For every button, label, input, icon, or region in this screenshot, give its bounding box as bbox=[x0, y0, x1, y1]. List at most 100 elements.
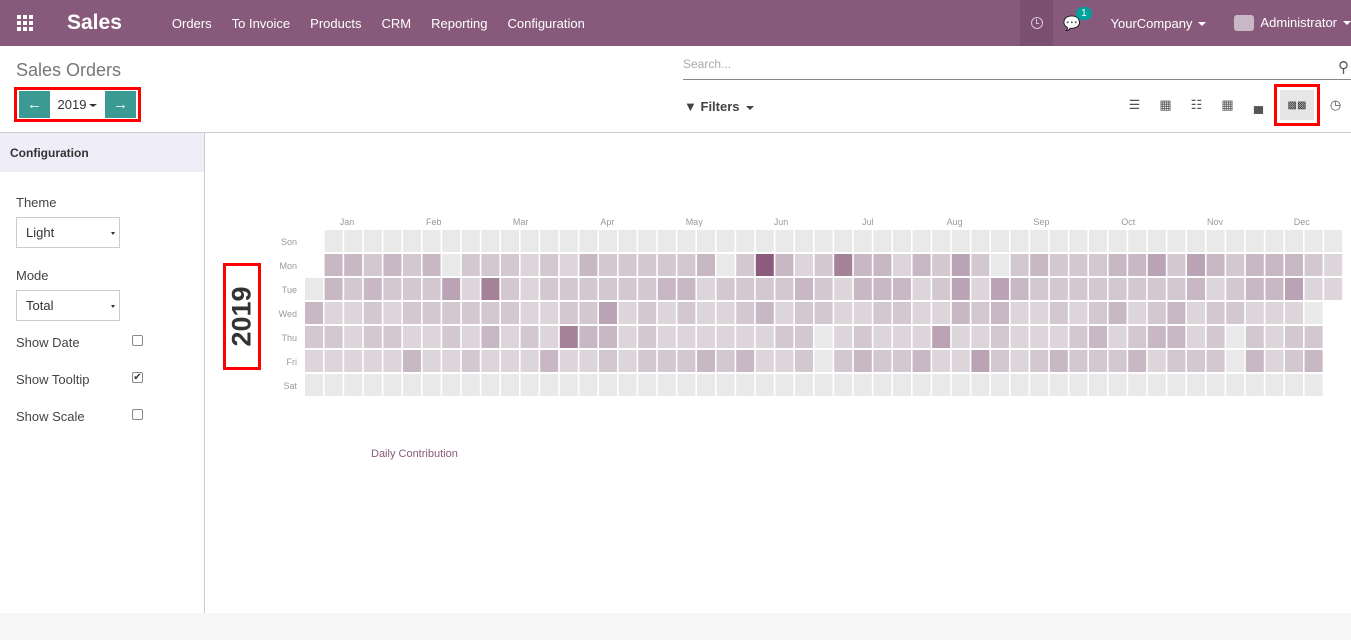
heatmap-day-cell[interactable] bbox=[1010, 374, 1029, 396]
heatmap-day-cell[interactable] bbox=[853, 254, 872, 276]
heatmap-day-cell[interactable] bbox=[932, 350, 951, 372]
heatmap-day-cell[interactable] bbox=[1069, 302, 1088, 324]
heatmap-day-cell[interactable] bbox=[1226, 302, 1245, 324]
heatmap-day-cell[interactable] bbox=[383, 230, 402, 252]
heatmap-day-cell[interactable] bbox=[834, 302, 853, 324]
heatmap-day-cell[interactable] bbox=[305, 350, 323, 372]
list-view-icon[interactable]: ☰ bbox=[1128, 97, 1141, 112]
heatmap-day-cell[interactable] bbox=[618, 302, 637, 324]
heatmap-day-cell[interactable] bbox=[1304, 350, 1323, 372]
heatmap-day-cell[interactable] bbox=[1147, 302, 1166, 324]
heatmap-day-cell[interactable] bbox=[893, 374, 911, 396]
heatmap-day-cell[interactable] bbox=[344, 278, 363, 300]
heatmap-day-cell[interactable] bbox=[932, 278, 951, 300]
heatmap-day-cell[interactable] bbox=[873, 350, 892, 372]
heatmap-day-cell[interactable] bbox=[442, 230, 461, 252]
heatmap-day-cell[interactable] bbox=[775, 278, 794, 300]
heatmap-day-cell[interactable] bbox=[677, 302, 696, 324]
menu-to-invoice[interactable]: To Invoice bbox=[231, 15, 291, 31]
menu-reporting[interactable]: Reporting bbox=[431, 15, 488, 31]
heatmap-day-cell[interactable] bbox=[501, 350, 519, 372]
search-icon[interactable]: ⚲ bbox=[1338, 59, 1349, 76]
pivot-view-icon[interactable]: ▦ bbox=[1221, 97, 1234, 112]
heatmap-day-cell[interactable] bbox=[599, 278, 617, 300]
heatmap-day-cell[interactable] bbox=[1285, 326, 1303, 348]
heatmap-day-cell[interactable] bbox=[540, 254, 559, 276]
heatmap-day-cell[interactable] bbox=[422, 374, 441, 396]
heatmap-day-cell[interactable] bbox=[1265, 350, 1284, 372]
heatmap-day-cell[interactable] bbox=[912, 326, 931, 348]
heatmap-day-cell[interactable] bbox=[795, 254, 813, 276]
heatmap-day-cell[interactable] bbox=[1265, 278, 1284, 300]
heatmap-day-cell[interactable] bbox=[1049, 326, 1068, 348]
heatmap-day-cell[interactable] bbox=[540, 326, 559, 348]
heatmap-day-cell[interactable] bbox=[1167, 350, 1186, 372]
heatmap-day-cell[interactable] bbox=[893, 230, 911, 252]
heatmap-day-cell[interactable] bbox=[579, 374, 598, 396]
heatmap-day-cell[interactable] bbox=[403, 302, 421, 324]
heatmap-day-cell[interactable] bbox=[755, 326, 774, 348]
heatmap-day-cell[interactable] bbox=[1010, 302, 1029, 324]
heatmap-day-cell[interactable] bbox=[324, 350, 343, 372]
heatmap-day-cell[interactable] bbox=[559, 350, 578, 372]
heatmap-day-cell[interactable] bbox=[932, 230, 951, 252]
heatmap-day-cell[interactable] bbox=[697, 350, 715, 372]
heatmap-day-cell[interactable] bbox=[834, 278, 853, 300]
heatmap-day-cell[interactable] bbox=[873, 326, 892, 348]
heatmap-day-cell[interactable] bbox=[893, 254, 911, 276]
heatmap-day-cell[interactable] bbox=[1010, 278, 1029, 300]
heatmap-day-cell[interactable] bbox=[1108, 254, 1127, 276]
heatmap-day-cell[interactable] bbox=[657, 302, 676, 324]
heatmap-day-cell[interactable] bbox=[344, 254, 363, 276]
heatmap-day-cell[interactable] bbox=[1245, 230, 1264, 252]
heatmap-day-cell[interactable] bbox=[422, 302, 441, 324]
heatmap-day-cell[interactable] bbox=[697, 230, 715, 252]
heatmap-day-cell[interactable] bbox=[657, 254, 676, 276]
heatmap-day-cell[interactable] bbox=[344, 326, 363, 348]
heatmap-day-cell[interactable] bbox=[1265, 374, 1284, 396]
heatmap-day-cell[interactable] bbox=[305, 278, 323, 300]
heatmap-day-cell[interactable] bbox=[1187, 278, 1205, 300]
heatmap-day-cell[interactable] bbox=[814, 230, 833, 252]
heatmap-day-cell[interactable] bbox=[442, 254, 461, 276]
heatmap-day-cell[interactable] bbox=[795, 374, 813, 396]
heatmap-day-cell[interactable] bbox=[1089, 374, 1107, 396]
heatmap-day-cell[interactable] bbox=[736, 278, 755, 300]
heatmap-day-cell[interactable] bbox=[618, 350, 637, 372]
heatmap-day-cell[interactable] bbox=[403, 230, 421, 252]
heatmap-day-cell[interactable] bbox=[912, 350, 931, 372]
heatmap-day-cell[interactable] bbox=[638, 254, 657, 276]
heatmap-day-cell[interactable] bbox=[1010, 254, 1029, 276]
heatmap-day-cell[interactable] bbox=[1304, 326, 1323, 348]
heatmap-day-cell[interactable] bbox=[1128, 230, 1147, 252]
heatmap-day-cell[interactable] bbox=[657, 374, 676, 396]
heatmap-day-cell[interactable] bbox=[442, 350, 461, 372]
heatmap-day-cell[interactable] bbox=[932, 254, 951, 276]
show-tooltip-checkbox[interactable]: ✔ bbox=[132, 372, 143, 383]
heatmap-day-cell[interactable] bbox=[461, 326, 480, 348]
heatmap-day-cell[interactable] bbox=[579, 254, 598, 276]
heatmap-day-cell[interactable] bbox=[559, 278, 578, 300]
heatmap-day-cell[interactable] bbox=[873, 230, 892, 252]
heatmap-day-cell[interactable] bbox=[1128, 254, 1147, 276]
heatmap-day-cell[interactable] bbox=[1226, 350, 1245, 372]
heatmap-day-cell[interactable] bbox=[677, 278, 696, 300]
heatmap-day-cell[interactable] bbox=[403, 350, 421, 372]
heatmap-day-cell[interactable] bbox=[1049, 230, 1068, 252]
heatmap-day-cell[interactable] bbox=[442, 326, 461, 348]
heatmap-day-cell[interactable] bbox=[1147, 326, 1166, 348]
heatmap-day-cell[interactable] bbox=[775, 230, 794, 252]
heatmap-day-cell[interactable] bbox=[873, 278, 892, 300]
heatmap-day-cell[interactable] bbox=[305, 326, 323, 348]
messaging-button[interactable]: 💬 1 bbox=[1063, 6, 1092, 32]
heatmap-day-cell[interactable] bbox=[422, 254, 441, 276]
apps-menu-icon[interactable] bbox=[0, 0, 50, 46]
heatmap-day-cell[interactable] bbox=[403, 278, 421, 300]
heatmap-day-cell[interactable] bbox=[971, 230, 990, 252]
heatmap-day-cell[interactable] bbox=[1069, 230, 1088, 252]
heatmap-day-cell[interactable] bbox=[618, 254, 637, 276]
heatmap-day-cell[interactable] bbox=[912, 302, 931, 324]
heatmap-day-cell[interactable] bbox=[873, 302, 892, 324]
heatmap-day-cell[interactable] bbox=[501, 230, 519, 252]
heatmap-day-cell[interactable] bbox=[363, 278, 382, 300]
